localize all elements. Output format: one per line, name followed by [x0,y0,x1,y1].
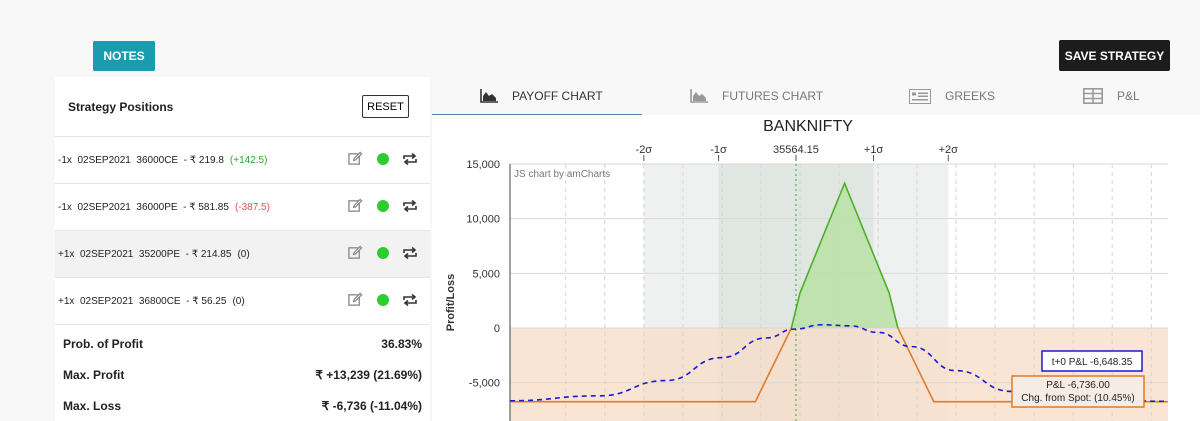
strategy-stats: Prob. of Profit 36.83% Max. Profit ₹ +13… [55,328,430,421]
tab-futures-chart[interactable]: FUTURES CHART [690,77,823,115]
expiry-tooltip-line1: P&L -6,736.00 [1046,380,1110,391]
notes-button[interactable]: NOTES [93,41,155,71]
t0-tooltip-text: t+0 P&L -6,648.35 [1052,357,1133,368]
position-pnl: (0) [237,248,250,260]
save-strategy-button[interactable]: SAVE STRATEGY [1059,40,1170,71]
panel-header: Strategy Positions RESET [55,77,430,137]
position-pnl: (0) [232,295,245,307]
t0-tooltip-box [1041,350,1143,372]
stat-row-max-loss: Max. Loss ₹ -6,736 (-11.04%) [63,390,422,421]
position-text: +1x 02SEP2021 36800CE - ₹ 56.25 [58,295,227,307]
stat-value: ₹ +13,239 (21.69%) [315,367,422,382]
top-axis-label: -1σ [710,144,727,156]
position-row[interactable]: -1x 02SEP2021 36000CE - ₹ 219.8 (+142.5) [55,137,430,184]
top-axis-label: 35564.15 [773,144,819,156]
y-tick-label: 0 [494,323,500,335]
strategy-positions-panel: Strategy Positions RESET -1x 02SEP2021 3… [55,77,430,421]
position-text: -1x 02SEP2021 36000CE - ₹ 219.8 [58,154,224,166]
stat-value: 36.83% [381,336,422,351]
top-axis-label: +2σ [939,144,959,156]
list-icon [909,88,931,104]
payoff-chart-svg[interactable]: 15,000 10,000 5,000 0 -5,000 Profit/Loss BANKN… [432,115,1200,421]
stat-row-prob-profit: Prob. of Profit 36.83% [63,328,422,359]
stat-label: Max. Loss [63,398,122,413]
status-dot-icon[interactable] [377,152,389,165]
expiry-tooltip-line2: Chg. from Spot: (10.45%) [1021,393,1134,404]
profit-area [791,183,898,329]
chart-tabs: PAYOFF CHART FUTURES CHART GREEKS P&L [432,77,1170,116]
position-row[interactable]: -1x 02SEP2021 36000PE - ₹ 581.85 (-387.5… [55,184,430,231]
top-axis-label: +1σ [864,144,884,156]
tab-label: PAYOFF CHART [512,89,603,103]
position-text: -1x 02SEP2021 36000PE - ₹ 581.85 [58,201,229,213]
swap-icon[interactable] [402,199,418,213]
table-icon [1083,88,1103,104]
y-tick-label: 10,000 [466,214,500,226]
y-tick-label: 15,000 [466,159,500,171]
area-chart-icon [480,89,498,103]
top-axis-label: -2σ [636,144,653,156]
area-chart-icon [690,89,708,103]
y-tick-label: -5,000 [469,378,500,390]
reset-button[interactable]: RESET [362,95,409,118]
swap-icon[interactable] [402,152,418,166]
swap-icon[interactable] [402,246,418,260]
edit-icon[interactable] [348,198,363,213]
stat-label: Max. Profit [63,367,125,382]
stat-label: Prob. of Profit [63,336,143,351]
y-tick-label: 5,000 [472,268,500,280]
chart-title: BANKNIFTY [763,118,853,135]
status-dot-icon[interactable] [377,293,389,306]
edit-icon[interactable] [348,245,363,260]
position-row[interactable]: +1x 02SEP2021 36800CE - ₹ 56.25 (0) [55,278,430,325]
swap-icon[interactable] [402,293,418,307]
panel-title: Strategy Positions [68,99,174,114]
stat-row-max-profit: Max. Profit ₹ +13,239 (21.69%) [63,359,422,390]
tab-label: GREEKS [945,89,996,103]
stat-value: ₹ -6,736 (-11.04%) [321,398,422,413]
tab-greeks[interactable]: GREEKS [909,77,995,115]
position-row[interactable]: +1x 02SEP2021 35200PE - ₹ 214.85 (0) [55,231,430,278]
expiry-tooltip-box [1011,375,1145,408]
position-pnl: (-387.5) [234,201,270,213]
edit-icon[interactable] [348,292,363,307]
expiry-pnl-line [790,181,899,329]
edit-icon[interactable] [348,151,363,166]
y-axis-label: Profit/Loss [445,274,457,331]
tab-pnl[interactable]: P&L [1083,77,1140,115]
status-dot-icon[interactable] [377,246,389,259]
chart-watermark: JS chart by amCharts [514,169,610,180]
expiry-pnl-line [510,327,793,403]
tab-payoff-chart[interactable]: PAYOFF CHART [480,77,603,115]
status-dot-icon[interactable] [377,199,389,212]
payoff-chart[interactable]: 15,000 10,000 5,000 0 -5,000 Profit/Loss BANKN… [432,115,1200,421]
position-pnl: (+142.5) [229,154,268,166]
position-text: +1x 02SEP2021 35200PE - ₹ 214.85 [58,248,232,260]
tab-label: P&L [1117,89,1140,103]
tab-label: FUTURES CHART [722,89,824,103]
